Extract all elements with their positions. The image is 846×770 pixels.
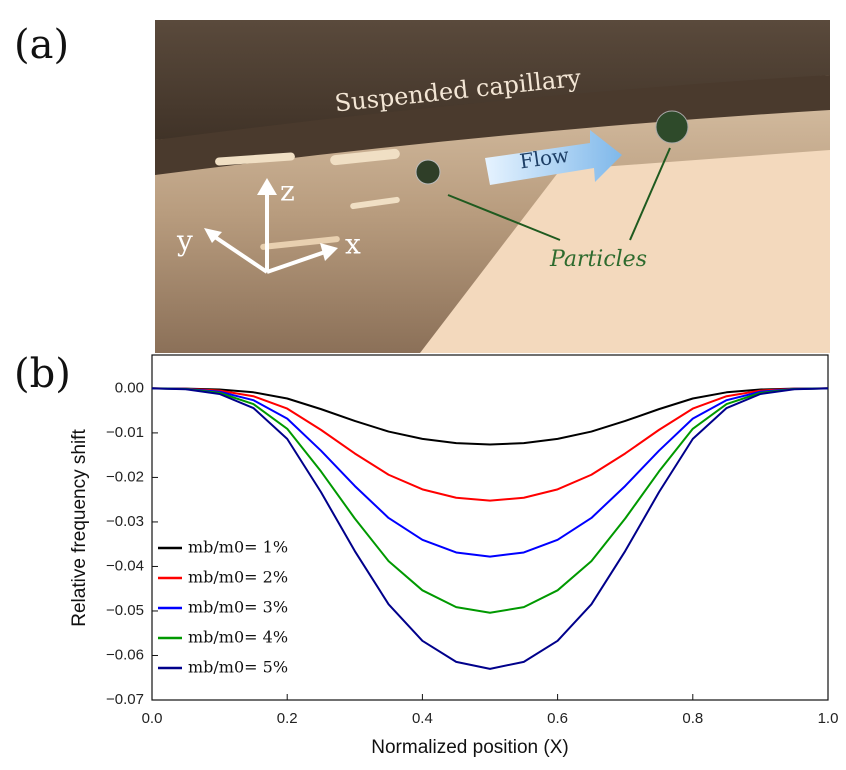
y-tick-label: −0.04	[106, 557, 144, 574]
line-series	[151, 387, 829, 502]
y-tick-label: −0.06	[106, 646, 144, 663]
legend-label: mb/m0= 3%	[188, 598, 288, 617]
x-axis-title: Normalized position (X)	[371, 737, 568, 758]
panel-label: (b)	[14, 351, 71, 397]
line-series	[151, 387, 829, 614]
particles-label: Particles	[549, 247, 647, 272]
y-tick-label: −0.01	[106, 424, 144, 441]
x-tick-label: 0.0	[142, 710, 163, 727]
axis-label: y	[176, 225, 193, 258]
legend-label: mb/m0= 2%	[188, 568, 288, 587]
legend-label: mb/m0= 1%	[188, 538, 288, 557]
x-tick-label: 0.4	[412, 710, 433, 727]
plot-frame	[151, 354, 829, 701]
axis-label: z	[280, 175, 295, 208]
x-tick-label: 1.0	[818, 710, 839, 727]
legend-label: mb/m0= 4%	[188, 628, 288, 647]
x-tick-label: 0.2	[277, 710, 298, 727]
illustration: Suspended capillary Flow Particles x y z	[155, 20, 830, 353]
y-tick-label: −0.07	[106, 691, 144, 708]
panel-label: (a)	[14, 22, 69, 68]
x-tick-label: 0.6	[547, 710, 568, 727]
y-axis-title: Relative frequency shift	[69, 429, 90, 627]
x-tick-label: 0.8	[682, 710, 703, 727]
legend-label: mb/m0= 5%	[188, 658, 288, 677]
axis-label: x	[345, 228, 361, 261]
line-series	[151, 387, 829, 670]
plot: 0.00 −0.01 −0.02 −0.03 −0.04 −0.05 −0.06 −0.07 0…	[106, 354, 839, 727]
y-tick-label: 0.00	[115, 379, 144, 396]
line-series	[151, 387, 829, 558]
y-tick-label: −0.02	[106, 468, 144, 485]
y-tick-label: −0.03	[106, 513, 144, 530]
line-series	[151, 387, 829, 446]
y-tick-label: −0.05	[106, 602, 144, 619]
